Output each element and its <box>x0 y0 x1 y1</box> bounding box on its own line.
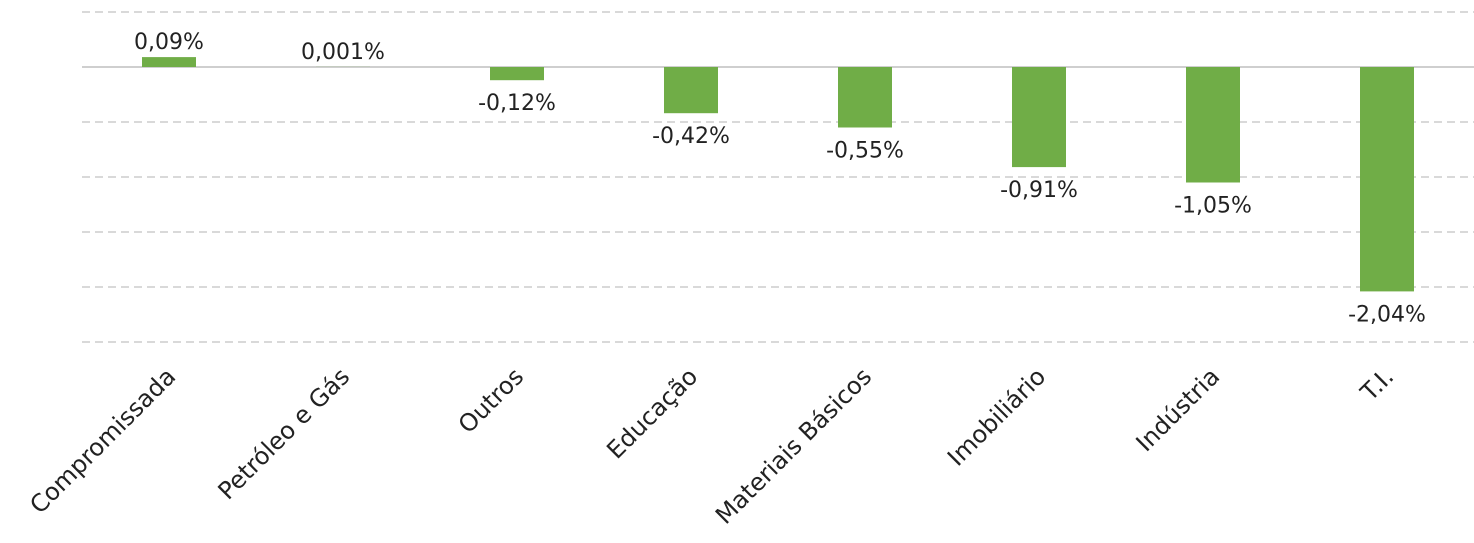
value-label: -0,42% <box>652 124 730 149</box>
value-label: -2,04% <box>1348 302 1426 327</box>
bar <box>838 67 892 128</box>
value-label: -0,55% <box>826 139 904 164</box>
value-label: -0,91% <box>1000 178 1078 203</box>
x-tick-label: T.I. <box>1355 362 1400 407</box>
bar <box>1186 67 1240 183</box>
bar <box>664 67 718 113</box>
x-tick-label: Educação <box>601 362 703 464</box>
bar <box>142 57 196 67</box>
x-tick-label: Indústria <box>1131 362 1226 457</box>
value-label: -0,12% <box>478 91 556 116</box>
bar <box>1360 67 1414 291</box>
x-tick-label: Petróleo e Gás <box>213 362 356 505</box>
x-tick-label: Imobiliário <box>942 362 1051 471</box>
value-label: 0,001% <box>301 40 385 65</box>
x-tick-label: Compromissada <box>24 362 181 519</box>
value-label: 0,09% <box>134 30 204 55</box>
value-label: -1,05% <box>1174 194 1252 219</box>
bar <box>1012 67 1066 167</box>
bar <box>490 67 544 80</box>
x-tick-label: Outros <box>453 362 529 438</box>
x-tick-label: Materiais Básicos <box>710 362 877 529</box>
